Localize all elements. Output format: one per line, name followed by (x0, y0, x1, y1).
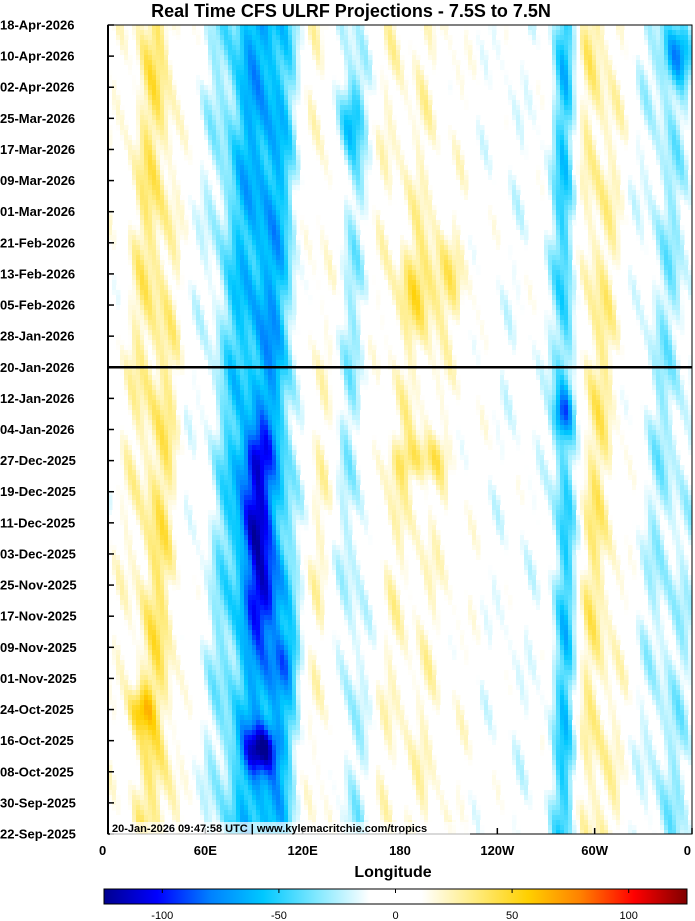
colorbar-tick-label: 0 (392, 910, 398, 921)
y-tick-label: 03-Dec-2025 (0, 546, 76, 561)
y-tick-label: 19-Dec-2025 (0, 484, 76, 499)
x-tick-label: 60W (581, 843, 608, 858)
y-tick-label: 01-Nov-2025 (0, 671, 77, 686)
y-tick-label: 09-Nov-2025 (0, 640, 77, 655)
y-tick-label: 17-Nov-2025 (0, 609, 77, 624)
colorbar-tick-label: 50 (506, 910, 518, 921)
y-tick-label: 25-Nov-2025 (0, 578, 77, 593)
x-tick-label: 0 (684, 843, 691, 858)
y-tick-label: 10-Apr-2026 (0, 49, 74, 64)
y-tick-label: 13-Feb-2026 (0, 266, 75, 281)
y-tick-label: 25-Mar-2026 (0, 111, 75, 126)
chart-title: Real Time CFS ULRF Projections - 7.5S to… (151, 1, 551, 21)
colorbar-tick-label: 100 (620, 910, 638, 921)
x-axis-label: Longitude (354, 864, 431, 881)
y-tick-label: 01-Mar-2026 (0, 204, 75, 219)
y-tick-label: 17-Mar-2026 (0, 142, 75, 157)
y-tick-label: 09-Mar-2026 (0, 173, 75, 188)
x-tick-label: 60E (194, 843, 217, 858)
colorbar-ticks: -100 -50 0 50 100 (151, 889, 638, 921)
y-tick-label: 16-Oct-2025 (0, 733, 74, 748)
x-tick-label: 120E (287, 843, 318, 858)
colorbar-tick-label: -100 (151, 910, 173, 921)
y-tick-label: 27-Dec-2025 (0, 453, 76, 468)
y-tick-label: 20-Jan-2026 (0, 360, 74, 375)
y-tick-label: 24-Oct-2025 (0, 702, 74, 717)
x-tick-label: 0 (99, 843, 106, 858)
y-axis-ticks: 18-Apr-2026 10-Apr-2026 02-Apr-2026 25-Mar-… (0, 18, 114, 842)
timestamp-credit: 20-Jan-2026 09:47:58 UTC | www.kylemacri… (112, 823, 427, 835)
y-tick-label: 12-Jan-2026 (0, 391, 74, 406)
y-tick-label: 22-Sep-2025 (0, 827, 76, 842)
x-tick-label: 180 (389, 843, 411, 858)
stamp-background (110, 822, 470, 835)
y-tick-label: 18-Apr-2026 (0, 18, 74, 33)
colorbar-tick-label: -50 (271, 910, 287, 921)
x-axis-ticks: 0 60E 120E 180 120W 60W 0 (99, 828, 693, 858)
y-tick-label: 05-Feb-2026 (0, 298, 75, 313)
y-tick-label: 02-Apr-2026 (0, 80, 74, 95)
heatmap-field (108, 25, 692, 834)
y-tick-label: 08-Oct-2025 (0, 764, 74, 779)
x-tick-label: 120W (480, 843, 515, 858)
y-tick-label: 28-Jan-2026 (0, 329, 74, 344)
y-tick-label: 30-Sep-2025 (0, 795, 76, 810)
y-tick-label: 21-Feb-2026 (0, 235, 75, 250)
y-tick-label: 04-Jan-2026 (0, 422, 74, 437)
y-tick-label: 11-Dec-2025 (0, 515, 75, 530)
